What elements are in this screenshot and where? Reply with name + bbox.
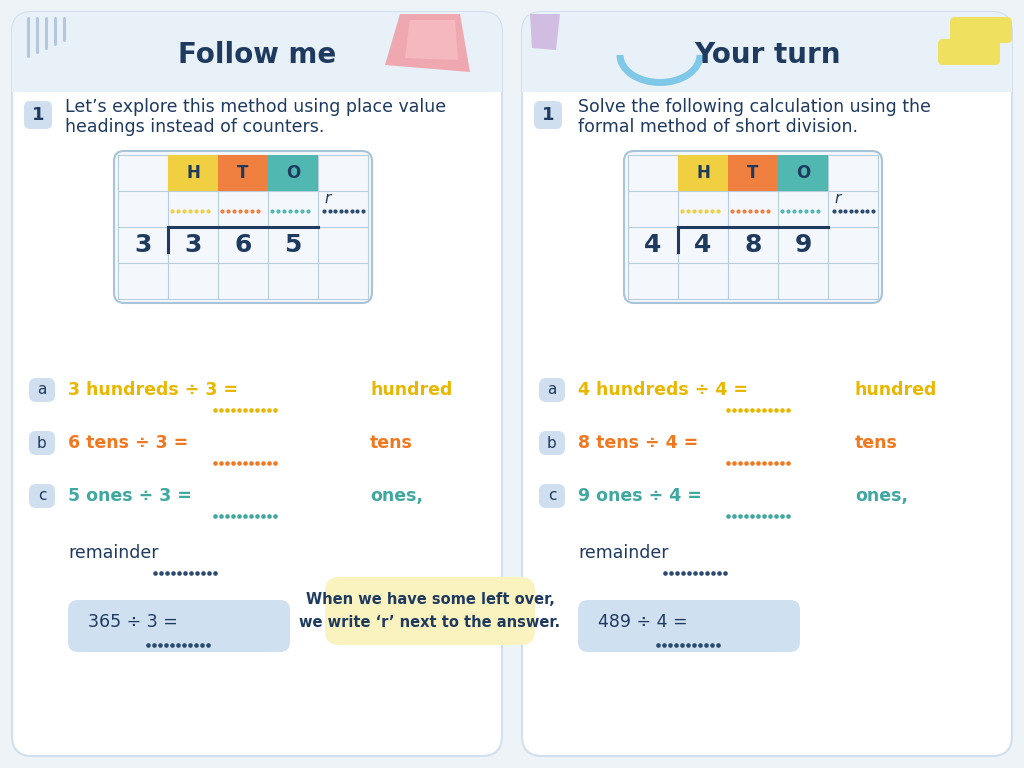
Text: 6: 6 bbox=[234, 233, 252, 257]
Text: 489 ÷ 4 =: 489 ÷ 4 = bbox=[598, 613, 688, 631]
FancyBboxPatch shape bbox=[12, 12, 502, 92]
Text: ones,: ones, bbox=[855, 487, 908, 505]
Text: ones,: ones, bbox=[370, 487, 423, 505]
Text: T: T bbox=[238, 164, 249, 182]
Text: H: H bbox=[186, 164, 200, 182]
FancyBboxPatch shape bbox=[539, 484, 565, 508]
Text: c: c bbox=[548, 488, 556, 504]
Text: 5: 5 bbox=[285, 233, 302, 257]
FancyBboxPatch shape bbox=[539, 378, 565, 402]
FancyBboxPatch shape bbox=[29, 431, 55, 455]
Bar bbox=[218, 155, 268, 191]
Text: 6 tens ÷ 3 =: 6 tens ÷ 3 = bbox=[68, 434, 188, 452]
FancyBboxPatch shape bbox=[522, 12, 1012, 756]
FancyBboxPatch shape bbox=[938, 39, 1000, 65]
FancyBboxPatch shape bbox=[24, 101, 52, 129]
FancyBboxPatch shape bbox=[534, 101, 562, 129]
Bar bbox=[728, 155, 778, 191]
FancyBboxPatch shape bbox=[624, 151, 882, 303]
Text: tens: tens bbox=[855, 434, 898, 452]
FancyBboxPatch shape bbox=[68, 600, 290, 652]
FancyBboxPatch shape bbox=[29, 378, 55, 402]
Text: Follow me: Follow me bbox=[178, 41, 336, 69]
Text: 1: 1 bbox=[32, 106, 44, 124]
Text: O: O bbox=[286, 164, 300, 182]
Text: r: r bbox=[324, 190, 331, 206]
Bar bbox=[678, 155, 728, 191]
Text: 8: 8 bbox=[744, 233, 762, 257]
Text: r: r bbox=[834, 190, 841, 206]
Text: 4 hundreds ÷ 4 =: 4 hundreds ÷ 4 = bbox=[578, 381, 748, 399]
FancyBboxPatch shape bbox=[522, 12, 1012, 92]
Text: b: b bbox=[37, 435, 47, 451]
Text: hundred: hundred bbox=[855, 381, 937, 399]
FancyBboxPatch shape bbox=[539, 431, 565, 455]
Text: formal method of short division.: formal method of short division. bbox=[578, 118, 858, 136]
Text: 5 ones ÷ 3 =: 5 ones ÷ 3 = bbox=[68, 487, 191, 505]
Text: 3 hundreds ÷ 3 =: 3 hundreds ÷ 3 = bbox=[68, 381, 238, 399]
Text: When we have some left over,
we write ‘r’ next to the answer.: When we have some left over, we write ‘r… bbox=[299, 592, 560, 631]
FancyBboxPatch shape bbox=[29, 484, 55, 508]
Text: remainder: remainder bbox=[578, 544, 669, 562]
Text: headings instead of counters.: headings instead of counters. bbox=[65, 118, 325, 136]
Text: 4: 4 bbox=[694, 233, 712, 257]
Text: 9 ones ÷ 4 =: 9 ones ÷ 4 = bbox=[578, 487, 701, 505]
Text: remainder: remainder bbox=[68, 544, 159, 562]
Text: H: H bbox=[696, 164, 710, 182]
FancyBboxPatch shape bbox=[12, 12, 502, 756]
Bar bbox=[522, 60, 1012, 92]
Text: Solve the following calculation using the: Solve the following calculation using th… bbox=[578, 98, 931, 116]
Text: b: b bbox=[547, 435, 557, 451]
FancyBboxPatch shape bbox=[325, 577, 535, 645]
Text: 8 tens ÷ 4 =: 8 tens ÷ 4 = bbox=[578, 434, 698, 452]
Text: 3: 3 bbox=[184, 233, 202, 257]
Text: a: a bbox=[547, 382, 557, 398]
FancyBboxPatch shape bbox=[950, 17, 1012, 43]
Text: hundred: hundred bbox=[370, 381, 453, 399]
Text: 4: 4 bbox=[644, 233, 662, 257]
Text: O: O bbox=[796, 164, 810, 182]
Text: Let’s explore this method using place value: Let’s explore this method using place va… bbox=[65, 98, 446, 116]
Text: a: a bbox=[37, 382, 47, 398]
Text: 1: 1 bbox=[542, 106, 554, 124]
Text: 365 ÷ 3 =: 365 ÷ 3 = bbox=[88, 613, 178, 631]
Text: 3: 3 bbox=[134, 233, 152, 257]
Bar bbox=[12, 60, 502, 92]
Polygon shape bbox=[530, 14, 560, 50]
Text: c: c bbox=[38, 488, 46, 504]
Polygon shape bbox=[385, 14, 470, 72]
Bar bbox=[778, 155, 828, 191]
FancyBboxPatch shape bbox=[114, 151, 372, 303]
Bar bbox=[268, 155, 318, 191]
FancyBboxPatch shape bbox=[578, 600, 800, 652]
Text: tens: tens bbox=[370, 434, 413, 452]
Bar bbox=[168, 155, 218, 191]
Text: 9: 9 bbox=[795, 233, 812, 257]
Text: T: T bbox=[748, 164, 759, 182]
Polygon shape bbox=[406, 20, 458, 60]
Text: Your turn: Your turn bbox=[693, 41, 841, 69]
